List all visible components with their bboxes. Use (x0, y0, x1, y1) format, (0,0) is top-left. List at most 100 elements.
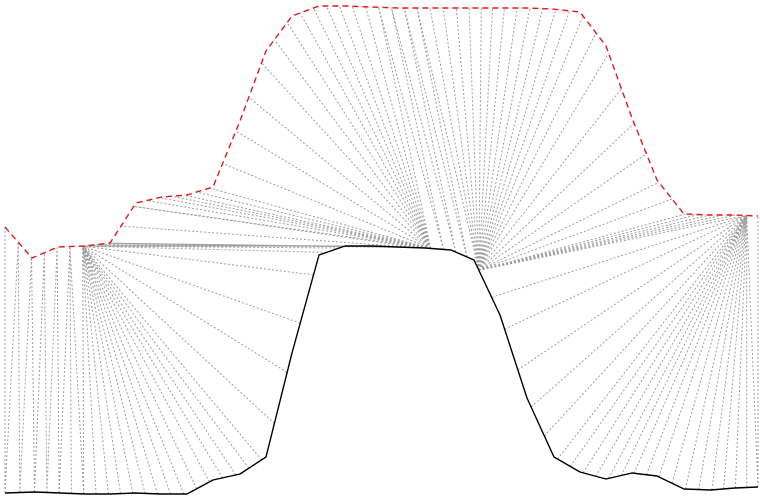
connector-line (171, 195, 431, 249)
connector-line (58, 246, 71, 493)
connector-line (82, 245, 122, 494)
connector-line (82, 245, 237, 476)
connector-line (478, 7, 518, 271)
connector-line (442, 7, 480, 271)
connector-line (120, 225, 418, 249)
connector-line (159, 197, 431, 249)
connector-line (478, 8, 544, 271)
connector-line (338, 5, 432, 249)
connector-line (723, 215, 748, 489)
connector-line (183, 194, 431, 249)
connector-line (478, 10, 571, 271)
connector-line (82, 245, 210, 483)
connector-line (82, 245, 262, 461)
connector-line (82, 246, 97, 495)
connector-line (82, 245, 250, 469)
connector-line (403, 7, 468, 258)
connector-line (478, 32, 597, 271)
connector-line (478, 181, 660, 271)
connector-line (478, 214, 698, 271)
connector-line (82, 245, 288, 373)
connector-line (569, 215, 748, 467)
connector-line (235, 130, 431, 249)
upper-series (4, 5, 759, 259)
connector-line (82, 245, 275, 424)
connector-line (4, 242, 19, 494)
connector-line (326, 5, 432, 249)
lower-series (4, 245, 759, 495)
connector-line (530, 215, 748, 408)
connector-line (196, 191, 431, 249)
lower-series-line (4, 245, 759, 495)
connector-line (478, 122, 635, 271)
connector-line (17, 242, 21, 493)
connector-line (582, 215, 748, 474)
connector-line (645, 215, 748, 475)
connector-line (478, 88, 622, 271)
connector-line (455, 7, 480, 271)
connector-line (313, 7, 432, 249)
connector-line (82, 245, 185, 495)
connector-line (390, 7, 444, 250)
connector-line (286, 22, 432, 249)
connector-line (82, 245, 146, 494)
connector-line (557, 215, 748, 460)
connector-line (31, 257, 35, 493)
connector-line (478, 213, 686, 271)
connector-line (222, 163, 431, 249)
upper-series-line (4, 5, 759, 259)
connector-lines (4, 5, 759, 495)
connector-line (378, 7, 444, 250)
connector-line (403, 7, 457, 253)
connector-line (378, 7, 432, 249)
connector-line (468, 7, 480, 271)
connector-line (69, 246, 72, 494)
connector-line (108, 242, 392, 248)
connector-line (146, 200, 431, 249)
connector-line (19, 257, 33, 493)
connector-line (43, 252, 48, 493)
connector-line (429, 7, 480, 271)
connector-line (248, 96, 432, 249)
connector-line (82, 245, 134, 494)
connector-line (82, 245, 314, 276)
connector-line (658, 215, 748, 478)
connector-line (620, 215, 748, 476)
connector-line (82, 245, 198, 489)
connector-line (734, 215, 748, 489)
connector-line (478, 7, 505, 271)
connector-line (33, 252, 45, 493)
connector-line (478, 8, 531, 271)
connector-line (491, 215, 747, 298)
connector-line (108, 242, 418, 249)
connector-line (478, 53, 610, 271)
connector-line (351, 6, 432, 249)
connector-line (544, 215, 748, 437)
connector-line (633, 215, 748, 474)
connector-line (82, 245, 301, 324)
connector-line (82, 246, 85, 494)
connector-line (478, 214, 710, 271)
connector-line (608, 215, 748, 479)
connector-line (478, 15, 584, 271)
connector-line (82, 245, 327, 253)
connector-line (273, 39, 432, 249)
connector-line (82, 245, 109, 495)
connector-line (746, 215, 759, 488)
connector-line (365, 6, 432, 249)
connector-line (478, 215, 747, 271)
connector-line (478, 7, 482, 271)
connector-line (69, 246, 85, 494)
connector-line (46, 247, 58, 493)
connector-line (299, 12, 432, 249)
connector-line (504, 215, 747, 330)
connector-line (82, 245, 224, 479)
connector-line (133, 205, 431, 249)
connector-line (478, 9, 557, 271)
connector-line (261, 62, 432, 249)
connector-line (56, 247, 60, 493)
connector-line (82, 245, 158, 495)
connector-line (416, 7, 480, 271)
